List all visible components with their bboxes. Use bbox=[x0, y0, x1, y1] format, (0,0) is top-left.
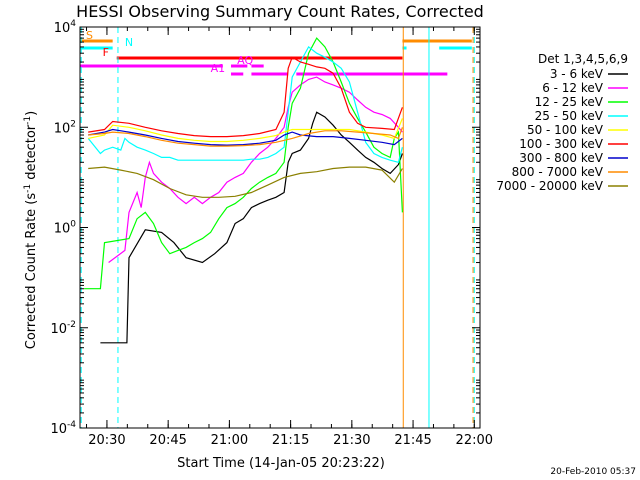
x-tick-label: 22:00 bbox=[456, 433, 493, 448]
legend-label-2: 12 - 25 keV bbox=[535, 95, 604, 109]
chart-title: HESSI Observing Summary Count Rates, Cor… bbox=[76, 2, 484, 21]
flag-label-aq: AQ bbox=[237, 54, 253, 67]
y-tick-label: 102 bbox=[54, 119, 76, 136]
legend-label-8: 7000 - 20000 keV bbox=[496, 179, 603, 193]
legend-label-5: 100 - 300 keV bbox=[519, 137, 603, 151]
series-line-4 bbox=[88, 118, 403, 143]
x-axis-ticks: 20:30 20:45 21:00 21:15 21:30 21:45 22:00 bbox=[86, 27, 493, 448]
legend-label-1: 6 - 12 keV bbox=[542, 81, 604, 95]
flag-bars: S N F AQ A1 bbox=[80, 29, 472, 76]
series-line-1 bbox=[108, 76, 403, 263]
flag-label-f: F bbox=[103, 46, 109, 59]
y-axis-ticks: 10-4 10-2 100 102 104 bbox=[50, 19, 480, 437]
x-tick-label: 21:00 bbox=[211, 433, 248, 448]
legend-label-6: 300 - 800 keV bbox=[519, 151, 603, 165]
flag-label-n: N bbox=[125, 36, 133, 49]
legend-label-4: 50 - 100 keV bbox=[527, 123, 604, 137]
y-axis-label: Corrected Count Rate (s-1 detector-1) bbox=[23, 111, 39, 349]
flag-label-s: S bbox=[86, 29, 93, 42]
legend-label-0: 3 - 6 keV bbox=[550, 67, 604, 81]
x-tick-label: 21:30 bbox=[333, 433, 370, 448]
series-lines bbox=[84, 37, 403, 344]
x-tick-label: 21:15 bbox=[272, 433, 309, 448]
y-tick-label: 100 bbox=[54, 220, 77, 237]
series-line-0 bbox=[100, 111, 403, 344]
plot-frame bbox=[79, 26, 481, 429]
legend-title: Det 1,3,4,5,6,9 bbox=[538, 52, 628, 66]
y-tick-label: 104 bbox=[54, 19, 77, 36]
vertical-markers bbox=[80, 27, 475, 428]
legend-label-3: 25 - 50 keV bbox=[535, 109, 604, 123]
y-tick-label: 10-4 bbox=[50, 420, 76, 437]
x-tick-label: 20:30 bbox=[88, 433, 125, 448]
flag-label-a1: A1 bbox=[211, 62, 226, 75]
generation-timestamp: 20-Feb-2010 05:37 bbox=[550, 467, 636, 477]
x-tick-label: 21:45 bbox=[394, 433, 431, 448]
series-line-8 bbox=[88, 166, 403, 198]
x-tick-label: 20:45 bbox=[149, 433, 186, 448]
series-line-6 bbox=[88, 128, 403, 146]
x-axis-label: Start Time (14-Jan-05 20:23:22) bbox=[177, 456, 385, 471]
y-tick-label: 10-2 bbox=[50, 320, 76, 337]
series-line-7 bbox=[88, 127, 403, 147]
series-line-3 bbox=[87, 45, 403, 164]
series-line-2 bbox=[84, 37, 403, 290]
series-line-5 bbox=[88, 56, 403, 138]
legend-label-7: 800 - 7000 keV bbox=[512, 165, 604, 179]
